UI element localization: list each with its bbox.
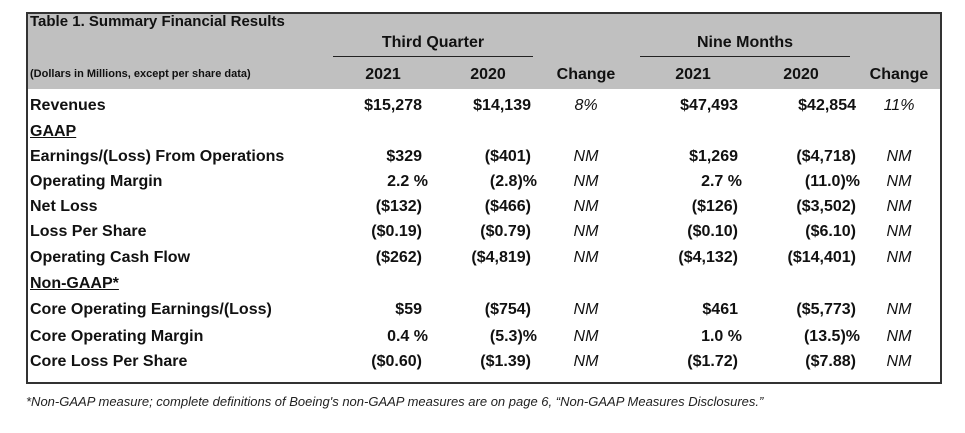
cell: NM [573,353,599,370]
cell: ($754) [484,301,531,318]
table-row: Revenues $15,278 $14,139 8% $47,493 $42,… [28,93,940,119]
cell: ($4,718) [796,148,856,165]
cell: NM [573,301,599,318]
table-row: Core Operating Earnings/(Loss) $59 ($754… [28,297,940,323]
footnote: *Non-GAAP measure; complete definitions … [26,394,764,409]
group-third-quarter: Third Quarter [381,34,485,51]
cell: $461 [702,301,738,318]
cell: NM [886,198,912,215]
cell: NM [886,148,912,165]
table-header: Table 1. Summary Financial Results (Doll… [28,14,940,89]
cell: ($126) [691,198,738,215]
col-header: Change [556,66,616,83]
section-label: Non-GAAP* [30,275,119,292]
cell: $15,278 [364,97,422,114]
cell: (5.3)% [489,328,537,345]
table-row: Earnings/(Loss) From Operations $329 ($4… [28,144,940,170]
cell: ($4,819) [471,249,531,266]
cell: NM [573,173,599,190]
col-header: 2021 [365,66,401,83]
row-label: Loss Per Share [30,223,147,240]
row-label: Core Operating Earnings/(Loss) [30,301,272,318]
cell: $329 [386,148,422,165]
cell: ($401) [484,148,531,165]
cell: ($0.79) [480,223,531,240]
row-label: Core Operating Margin [30,328,204,345]
cell: 2.2 % [387,173,428,190]
cell: $14,139 [473,97,531,114]
cell: $1,269 [689,148,738,165]
row-label: Operating Cash Flow [30,249,191,266]
cell: NM [573,223,599,240]
cell: NM [573,148,599,165]
cell: 0.4 % [387,328,428,345]
cell: $47,493 [680,97,738,114]
summary-financial-table: Table 1. Summary Financial Results (Doll… [26,12,942,384]
col-header: 2020 [783,66,819,83]
cell: ($0.10) [687,223,738,240]
cell: ($1.39) [480,353,531,370]
section-header-non-gaap: Non-GAAP* [28,271,940,297]
cell: ($262) [375,249,422,266]
group-nine-months: Nine Months [697,34,793,51]
row-label: Core Loss Per Share [30,353,188,370]
cell: (13.5)% [803,328,860,345]
section-header-gaap: GAAP [28,119,940,145]
table-title: Table 1. Summary Financial Results [30,13,285,30]
table-row: Core Operating Margin 0.4 % (5.3)% NM 1.… [28,324,940,350]
section-label: GAAP [30,123,77,140]
col-header: 2020 [470,66,506,83]
cell: (2.8)% [489,173,537,190]
cell: NM [886,328,912,345]
cell: $42,854 [798,97,856,114]
cell: 1.0 % [701,328,742,345]
table-subtitle: (Dollars in Millions, except per share d… [30,68,251,80]
cell: ($5,773) [796,301,856,318]
cell: 2.7 % [701,173,742,190]
table-row: Operating Cash Flow ($262) ($4,819) NM (… [28,245,940,271]
cell: NM [886,223,912,240]
cell: NM [573,328,599,345]
cell: ($466) [484,198,531,215]
row-label: Operating Margin [30,173,163,190]
table-row: Operating Margin 2.2 % (2.8)% NM 2.7 % (… [28,169,940,195]
cell: ($6.10) [805,223,856,240]
cell: ($14,401) [787,249,857,266]
cell: NM [886,173,912,190]
cell: ($1.72) [687,353,738,370]
cell: ($4,132) [678,249,738,266]
cell: 8% [574,97,598,114]
col-header: 2021 [675,66,711,83]
cell: ($132) [375,198,422,215]
row-label: Net Loss [30,198,98,215]
cell: ($3,502) [796,198,856,215]
cell: NM [886,249,912,266]
table-row: Net Loss ($132) ($466) NM ($126) ($3,502… [28,194,940,220]
group-underline [640,56,850,57]
cell: $59 [395,301,422,318]
table-row: Loss Per Share ($0.19) ($0.79) NM ($0.10… [28,219,940,245]
col-header: Change [869,66,929,83]
group-underline [333,56,533,57]
cell: (11.0)% [804,173,860,190]
table-row: Core Loss Per Share ($0.60) ($1.39) NM (… [28,349,940,375]
cell: NM [573,249,599,266]
cell: NM [573,198,599,215]
cell: ($7.88) [805,353,856,370]
cell: ($0.19) [371,223,422,240]
cell: NM [886,353,912,370]
cell: ($0.60) [371,353,422,370]
row-label: Earnings/(Loss) From Operations [30,148,285,165]
cell: NM [886,301,912,318]
row-label: Revenues [30,97,106,114]
cell: 11% [883,97,915,114]
